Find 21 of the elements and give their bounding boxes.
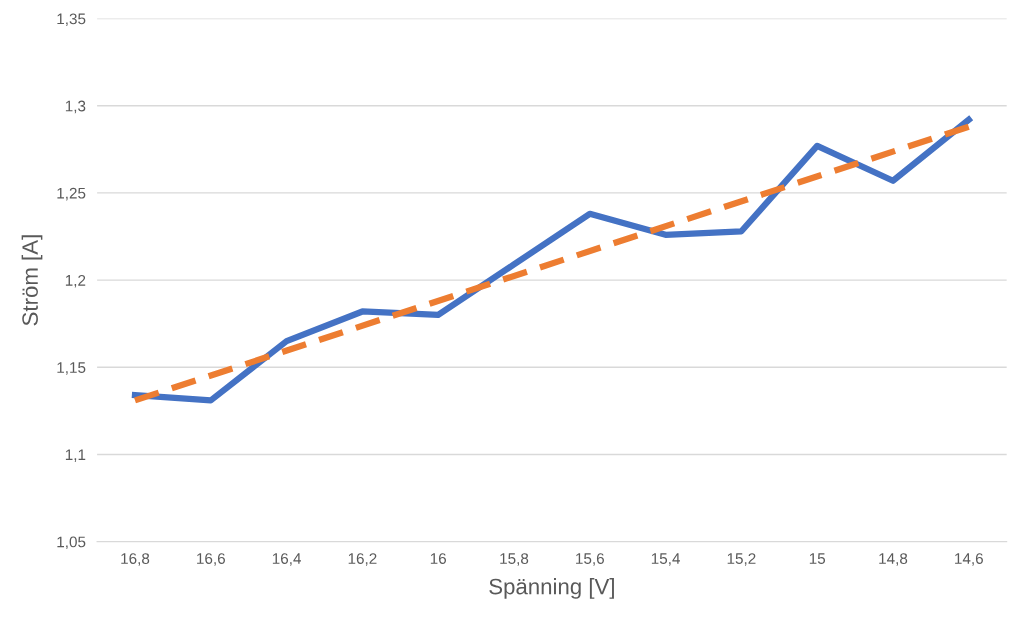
y-tick-label: 1,2 — [65, 274, 86, 288]
x-tick-label: 15,4 — [651, 553, 680, 566]
x-tick-label: 16,6 — [197, 553, 225, 566]
x-tick-label: 16,2 — [348, 553, 377, 566]
x-tick-label: 15,6 — [576, 553, 604, 566]
y-axis-title: Ström [A] — [21, 235, 43, 326]
y-tick-label: 1,3 — [65, 100, 86, 114]
x-tick-label: 16,4 — [272, 553, 302, 566]
x-tick-label: 15,2 — [727, 553, 756, 566]
y-tick-label: 1,25 — [57, 187, 86, 201]
y-tick-label: 1,1 — [65, 449, 86, 462]
x-tick-label: 14,8 — [879, 553, 908, 566]
x-tick-label: 15,8 — [500, 553, 529, 566]
y-tick-label: 1,05 — [57, 536, 86, 550]
x-tick-label: 16,8 — [121, 553, 150, 566]
x-tick-label: 16 — [430, 553, 447, 564]
y-tick-label: 1,35 — [57, 13, 86, 27]
y-tick-label: 1,15 — [57, 362, 86, 375]
x-tick-label: 15 — [809, 553, 826, 564]
x-axis-title: Spänning [V] — [489, 578, 614, 599]
x-tick-label: 14,6 — [955, 553, 983, 566]
